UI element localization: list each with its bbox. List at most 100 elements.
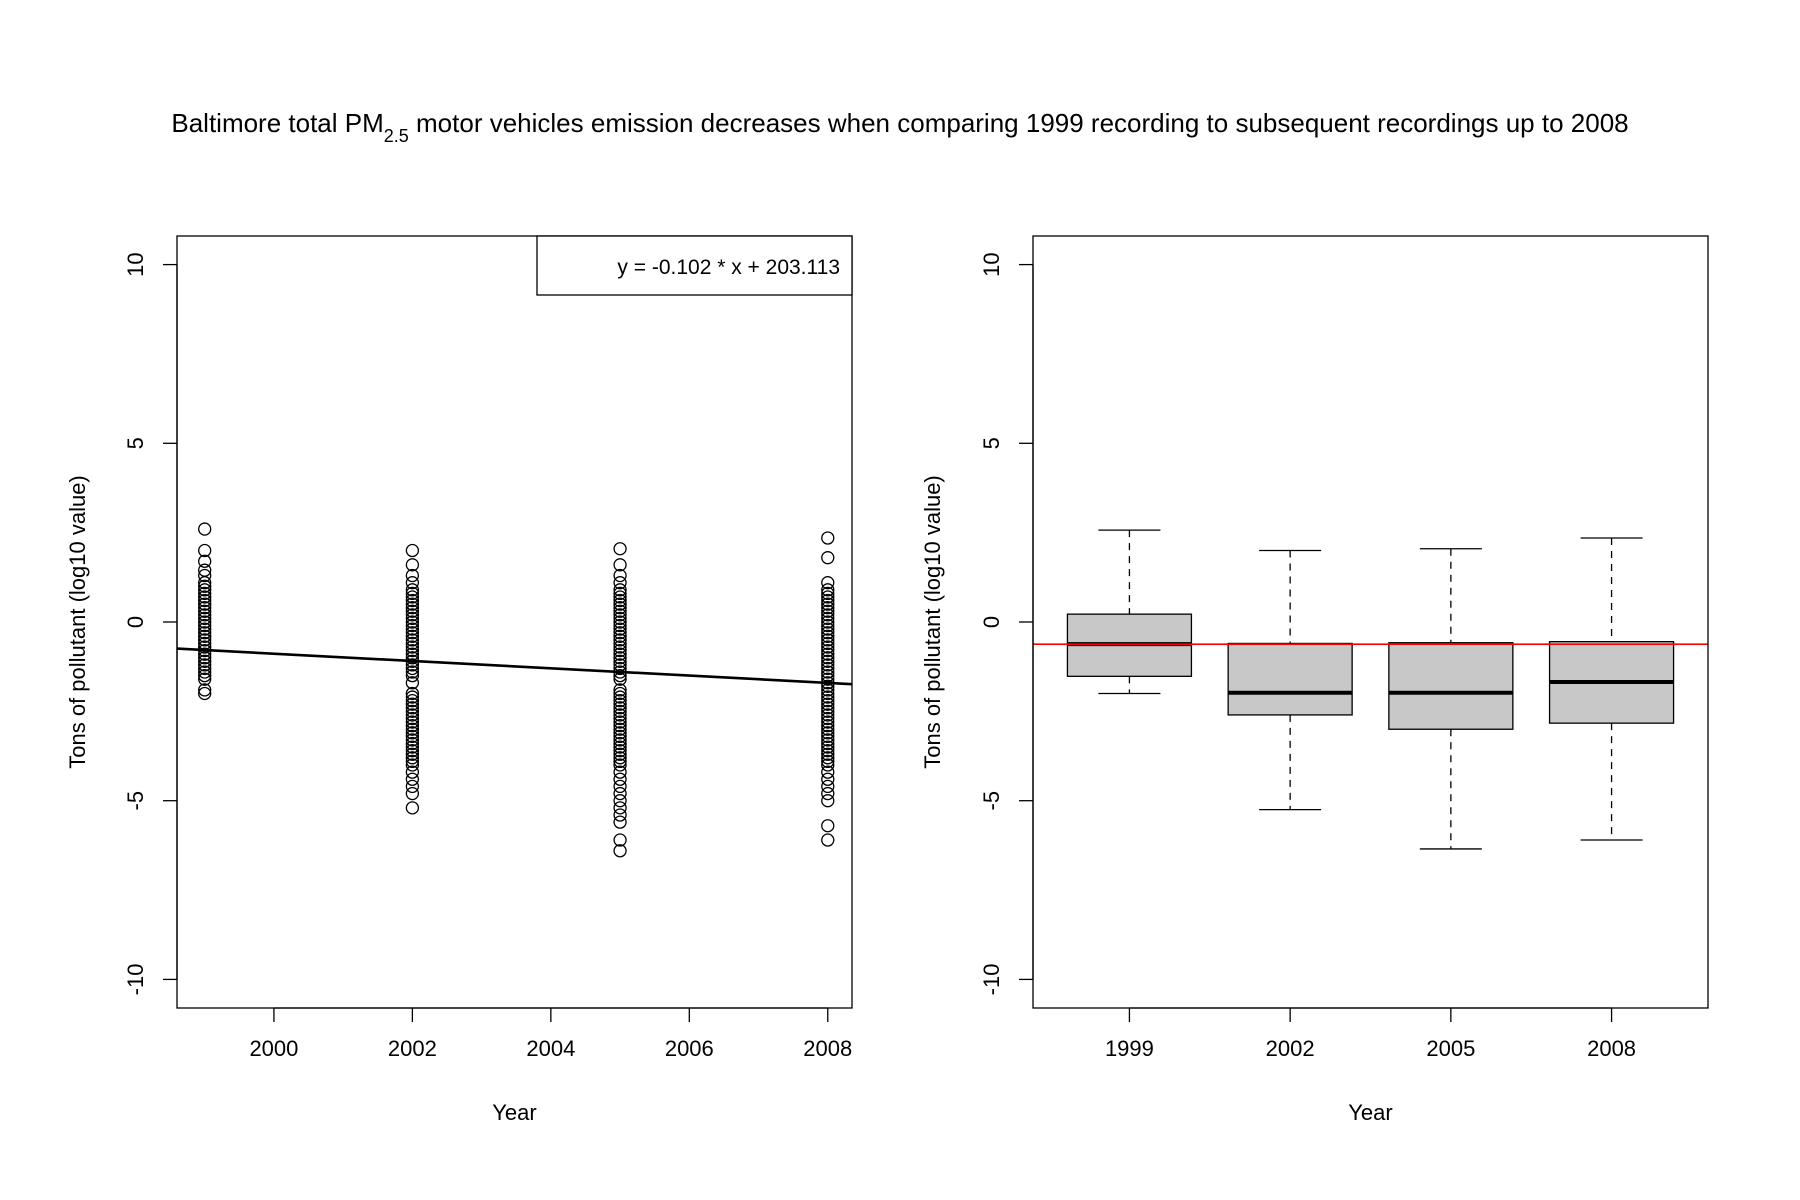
scatter-point [821, 647, 835, 661]
scatter-point [613, 693, 627, 708]
x-tick-label: 2000 [249, 1036, 298, 1061]
x-tick-label: 2008 [1587, 1036, 1636, 1061]
scatter-point [821, 765, 835, 779]
scatter-point [613, 729, 627, 744]
title-prefix: Baltimore total PM [171, 108, 383, 138]
scatter-point [405, 715, 420, 729]
scatter-point [821, 697, 835, 711]
scatter-point [405, 622, 420, 636]
scatter-point [198, 683, 212, 697]
scatter-point [821, 686, 835, 701]
scatter-point [198, 622, 212, 636]
scatter-point [613, 801, 627, 815]
scatter-point [405, 658, 420, 672]
scatter-point [198, 654, 212, 668]
scatter-point [613, 622, 627, 636]
scatter-point [821, 531, 835, 545]
scatter-point [821, 608, 835, 622]
scatter-point [405, 758, 420, 772]
scatter-point [821, 704, 835, 719]
scatter-point [613, 647, 627, 661]
scatter-point [613, 715, 627, 729]
scatter-point [613, 668, 627, 683]
regression-line [176, 647, 853, 686]
scatter-point [405, 786, 420, 801]
scatter-point [405, 765, 420, 779]
scatter-point [821, 601, 835, 615]
scatter-point [405, 733, 420, 747]
y-tick-label: 10 [979, 252, 1004, 276]
scatter-point [613, 601, 627, 615]
scatter-point [821, 794, 835, 808]
scatter-point [613, 833, 627, 847]
scatter-point [821, 693, 835, 708]
scatter-point [198, 672, 212, 686]
scatter-point [821, 833, 835, 847]
scatter-point [198, 615, 212, 629]
scatter-point [198, 651, 212, 665]
scatter-point [821, 618, 835, 633]
scatter-point [613, 708, 627, 722]
scatter-legend: y = -0.102 * x + 203.113 [536, 235, 853, 296]
boxplot-x-axis-title: Year [1348, 1100, 1392, 1125]
scatter-point [821, 779, 835, 794]
scatter-point [405, 754, 420, 769]
scatter-point [613, 726, 627, 740]
scatter-point [821, 715, 835, 729]
y-tick-label: -10 [123, 964, 148, 996]
scatter-point [821, 740, 835, 754]
scatter-point [405, 604, 420, 618]
scatter-point [821, 672, 835, 686]
scatter-point [405, 626, 420, 640]
scatter-point [405, 665, 420, 679]
scatter-point [198, 661, 212, 676]
scatter-point [198, 568, 212, 583]
scatter-point [613, 558, 627, 572]
scatter-point [198, 640, 212, 654]
scatter-point [613, 576, 627, 590]
scatter-point [198, 554, 212, 568]
scatter-point [821, 586, 835, 601]
scatter-point [198, 543, 212, 558]
scatter-point [613, 808, 627, 822]
scatter-point [405, 747, 420, 761]
scatter-point [405, 718, 420, 733]
scatter-point [613, 736, 627, 751]
scatter-point [613, 758, 627, 772]
scatter-point [405, 668, 420, 683]
scatter-point [405, 651, 420, 665]
scatter-point [821, 747, 835, 761]
scatter-points [198, 522, 835, 858]
scatter-panel: y = -0.102 * x + 203.113 2000 2002 2004 200… [65, 235, 853, 1125]
scatter-y-axis-title: Tons of pollutant (log10 value) [65, 475, 90, 769]
scatter-point [613, 590, 627, 604]
scatter-point [821, 729, 835, 744]
scatter-point [613, 593, 627, 608]
scatter-point [405, 586, 420, 601]
scatter-point [405, 744, 420, 758]
y-tick-label: -5 [123, 791, 148, 811]
y-tick-label: 0 [979, 616, 1004, 628]
scatter-point [405, 640, 420, 654]
legend-equation: y = -0.102 * x + 203.113 [617, 256, 840, 279]
scatter-point [198, 629, 212, 643]
scatter-point [613, 611, 627, 626]
scatter-point [821, 711, 835, 726]
scatter-point [405, 601, 420, 615]
y-tick-label: 5 [979, 437, 1004, 449]
scatter-point [821, 633, 835, 647]
scatter-point [821, 708, 835, 722]
scatter-point [821, 615, 835, 629]
scatter-point [613, 747, 627, 761]
figure-title: Baltimore total PM2.5 motor vehicles emi… [171, 108, 1628, 146]
scatter-point [613, 744, 627, 758]
x-tick-label: 2008 [803, 1036, 852, 1061]
scatter-point [821, 590, 835, 604]
scatter-point [198, 633, 212, 647]
scatter-point [198, 522, 212, 536]
scatter-point [613, 640, 627, 654]
scatter-point [198, 583, 212, 597]
scatter-point [405, 676, 420, 690]
scatter-point [198, 576, 212, 590]
scatter-point [613, 542, 627, 556]
